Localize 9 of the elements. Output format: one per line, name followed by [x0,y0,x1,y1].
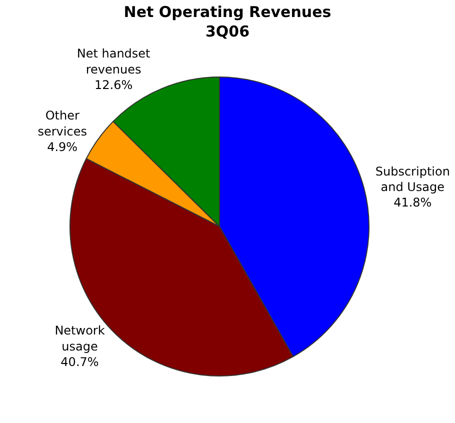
data-label: 4.9% [47,140,78,154]
data-label: 12.6% [94,78,133,92]
slice-label: Net handset revenues [76,46,151,76]
slice-label: Subscription and Usage [375,164,450,194]
slice-label: Network usage [54,324,105,354]
slice-label: Other services [38,108,87,138]
chart-title: Net Operating Revenues 3Q06 [124,2,332,40]
data-label: 40.7% [60,354,99,369]
data-label: 41.8% [394,196,432,210]
